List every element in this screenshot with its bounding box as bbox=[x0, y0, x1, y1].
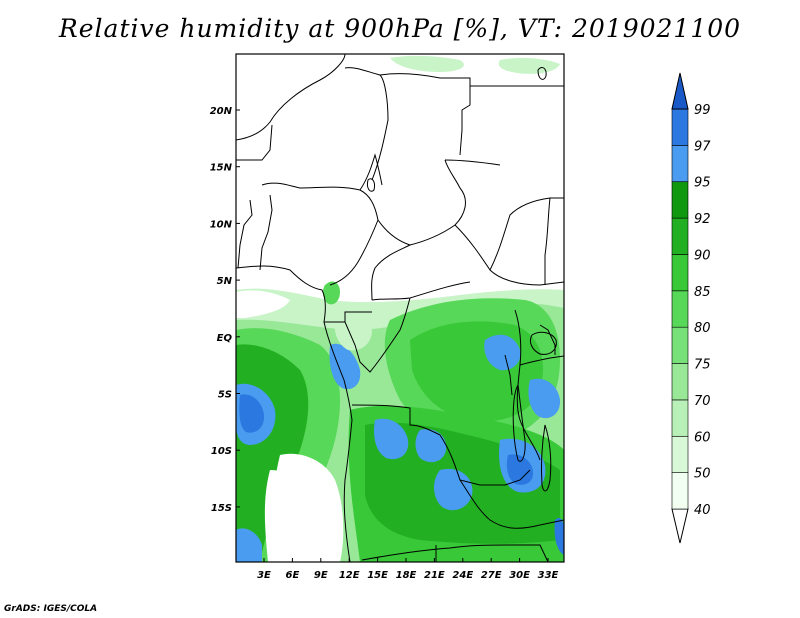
map-frame bbox=[235, 53, 565, 563]
colorbar-level-label: 95 bbox=[694, 176, 711, 191]
longitude-axis: 3E 6E 9E 12E 15E 18E 21E 24E 27E 30E 33E bbox=[257, 558, 559, 581]
colorbar-level-label: 80 bbox=[694, 321, 711, 336]
colorbar-level-label: 70 bbox=[694, 394, 711, 409]
lat-tick-label: 5S bbox=[218, 390, 232, 401]
colorbar-box bbox=[671, 217, 689, 255]
lat-tick-label: 15N bbox=[210, 163, 233, 174]
lon-tick-label: 27E bbox=[481, 570, 502, 581]
country-borders bbox=[236, 54, 564, 562]
lat-tick-label: 15S bbox=[211, 503, 232, 514]
lon-tick-label: 24E bbox=[452, 570, 473, 581]
colorbar-box bbox=[671, 108, 689, 146]
latitude-axis: 20N 15N 10N 5N EQ 5S 10S 15S bbox=[210, 106, 240, 514]
colorbar-box bbox=[671, 326, 689, 364]
lon-tick-label: 6E bbox=[286, 570, 300, 581]
lon-tick-label: 18E bbox=[396, 570, 417, 581]
lon-tick-label: 15E bbox=[367, 570, 388, 581]
colorbar-level-label: 97 bbox=[694, 139, 711, 154]
lon-tick-label: 21E bbox=[424, 570, 445, 581]
colorbar-level-label: 50 bbox=[694, 467, 711, 482]
chart-title: Relative humidity at 900hPa [%], VT: 201… bbox=[58, 14, 742, 43]
colorbar-upper-cap bbox=[671, 72, 689, 110]
colorbar-box bbox=[671, 181, 689, 219]
colorbar-box bbox=[671, 399, 689, 437]
humidity-shading bbox=[236, 55, 564, 562]
colorbar-lower-cap bbox=[671, 508, 689, 544]
colorbar-box bbox=[671, 435, 689, 473]
colorbar-box bbox=[671, 254, 689, 292]
colorbar-level-label: 60 bbox=[694, 430, 711, 445]
colorbar-level-label: 85 bbox=[694, 285, 711, 300]
lon-tick-label: 30E bbox=[509, 570, 530, 581]
colorbar-box bbox=[671, 145, 689, 183]
colorbar-box bbox=[671, 472, 689, 510]
lon-tick-label: 3E bbox=[257, 570, 271, 581]
lat-tick-label: 10N bbox=[210, 219, 233, 230]
colorbar-box bbox=[671, 363, 689, 401]
lat-tick-label: 5N bbox=[217, 276, 233, 287]
lat-tick-label: 10S bbox=[211, 446, 232, 457]
lat-tick-label: 20N bbox=[210, 106, 233, 117]
credit-text: GrADS: IGES/COLA bbox=[4, 604, 98, 614]
lon-tick-label: 9E bbox=[314, 570, 328, 581]
colorbar-level-label: 99 bbox=[694, 103, 711, 118]
lon-tick-label: 33E bbox=[538, 570, 559, 581]
colorbar-level-label: 40 bbox=[694, 503, 711, 518]
lon-tick-label: 12E bbox=[339, 570, 360, 581]
colorbar-level-label: 75 bbox=[694, 358, 711, 373]
colorbar: 40 50 60 70 75 80 85 90 92 95 97 99 bbox=[671, 72, 711, 544]
colorbar-level-label: 90 bbox=[694, 248, 711, 263]
colorbar-level-label: 92 bbox=[694, 212, 711, 227]
colorbar-box bbox=[671, 290, 689, 328]
lat-tick-label: EQ bbox=[217, 333, 233, 344]
